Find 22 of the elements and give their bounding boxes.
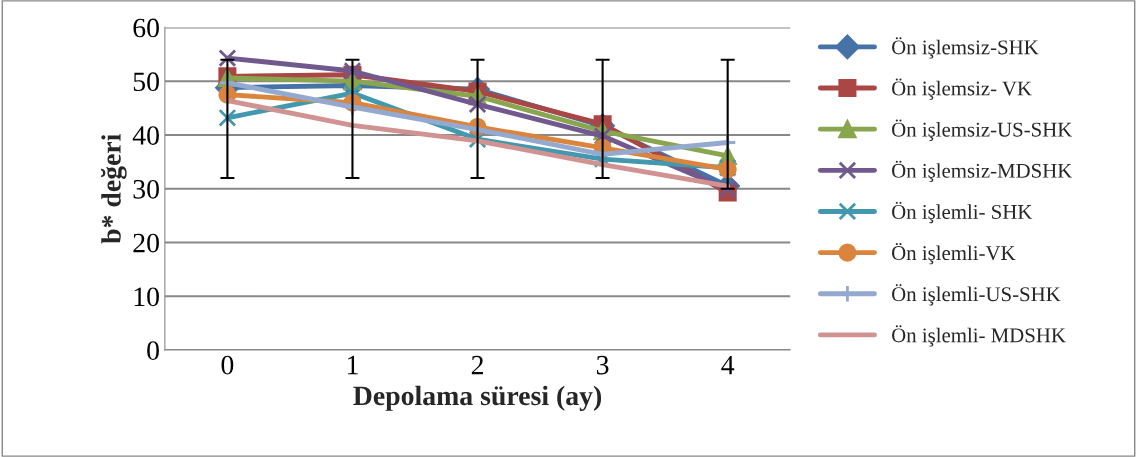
y-tick-label: 20: [133, 233, 159, 253]
legend-label: Ön işlemli- SHK: [892, 201, 1033, 224]
y-tick-label: 60: [133, 18, 159, 38]
y-tick-label: 40: [132, 126, 159, 145]
legend-label: Ön işlemli-VK: [892, 242, 1016, 265]
y-tick-label: 50: [133, 72, 159, 92]
legend-label: Ön işlemsiz-SHK: [892, 37, 1039, 59]
y-tick-label: 10: [134, 287, 159, 307]
x-tick-label: 2: [471, 355, 483, 375]
legend-label: Ön işlemli-US-SHK: [892, 284, 1061, 306]
y-tick-label: 0: [147, 341, 159, 360]
legend-label: Ön işlemli- MDSHK: [892, 325, 1066, 347]
legend-label: Ön işlemsiz- VK: [892, 78, 1032, 100]
y-tick-label: 30: [133, 179, 159, 199]
x-axis-title: Depolama süresi (ay): [353, 385, 602, 411]
x-tick-label: 0: [221, 355, 234, 375]
y-axis-title: b* değeri: [100, 133, 127, 244]
x-tick-label: 1: [347, 355, 358, 375]
legend-label: Ön işlemsiz-US-SHK: [892, 119, 1073, 141]
x-tick-label: 4: [721, 355, 735, 375]
legend-label: Ön işlemsiz-MDSHK: [892, 160, 1073, 183]
x-tick-label: 3: [596, 355, 609, 375]
